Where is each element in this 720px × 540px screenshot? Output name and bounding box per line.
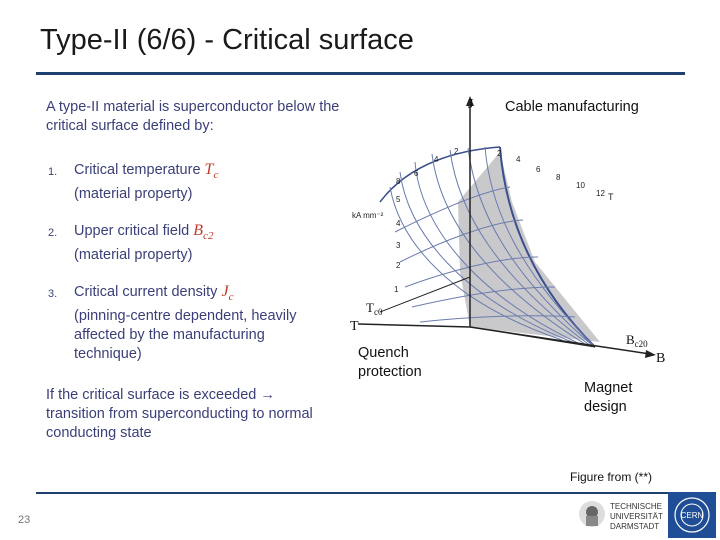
svg-text:3: 3 xyxy=(396,241,401,250)
svg-text:2: 2 xyxy=(396,261,401,270)
svg-text:6: 6 xyxy=(414,169,419,178)
j-unit-label: kA mm⁻² xyxy=(352,211,384,220)
j-axis-arrow xyxy=(466,96,474,106)
title-underline xyxy=(36,72,685,75)
svg-text:8: 8 xyxy=(556,173,561,182)
svg-text:10: 10 xyxy=(576,181,585,190)
page-number: 23 xyxy=(18,514,31,526)
label-bc20: Bc20 xyxy=(626,332,648,349)
conclusion-text: If the critical surface is exceeded → tr… xyxy=(46,387,313,441)
svg-text:UNIVERSITÄT: UNIVERSITÄT xyxy=(610,512,663,521)
label-tc0: Tc0 xyxy=(366,300,383,317)
callout-magnet-design: Magnet design xyxy=(584,380,633,415)
j-tick-labels: 1 2 3 4 5 xyxy=(394,195,401,294)
list-number-1: 1. xyxy=(48,166,58,178)
list-item-2-label: Upper critical field xyxy=(74,223,190,239)
tu-darmstadt-logo: TECHNISCHE UNIVERSITÄT DARMSTADT xyxy=(579,501,663,531)
symbol-jc: Jc xyxy=(221,283,234,304)
svg-text:5: 5 xyxy=(396,195,401,204)
intro-text: A type-II material is superconductor bel… xyxy=(46,99,340,134)
svg-text:8: 8 xyxy=(396,177,401,186)
cern-logo: CERN xyxy=(668,492,716,538)
list-item-2-note: (material property) xyxy=(74,247,193,264)
cern-logo-bg xyxy=(668,492,716,538)
callout-cable-manufacturing: Cable manufacturing xyxy=(505,99,639,115)
list-item-3: Critical current density Jc (pinning-cen… xyxy=(74,282,324,364)
svg-text:12: 12 xyxy=(596,189,605,198)
svg-text:DARMSTADT: DARMSTADT xyxy=(610,522,659,531)
list-number-3: 3. xyxy=(48,288,58,300)
surface-grid xyxy=(389,146,596,348)
list-item-3-note: (pinning-centre dependent, heavily affec… xyxy=(74,308,297,363)
list-number-2: 2. xyxy=(48,227,58,239)
slide-title: Type-II (6/6) - Critical surface xyxy=(40,24,414,56)
footer-rule xyxy=(36,492,685,494)
b-axis-arrow xyxy=(645,350,656,358)
surface-shade xyxy=(458,152,600,342)
t-tick-labels: 2 4 6 8 xyxy=(396,147,459,186)
list-item-2: Upper critical field Bc2 (material prope… xyxy=(74,221,334,265)
list-item-1-note: (material property) xyxy=(74,186,193,203)
bc20-leader xyxy=(469,326,596,348)
cern-ring-outer xyxy=(674,497,710,533)
list-item-1: Critical temperature Tc (material proper… xyxy=(74,160,334,204)
list-item-3-label: Critical current density xyxy=(74,284,218,300)
t-axis xyxy=(357,323,471,328)
axis-label-b: B xyxy=(656,351,665,366)
svg-text:6: 6 xyxy=(536,165,541,174)
symbol-tc: Tc xyxy=(204,161,219,182)
tud-wordmark: TECHNISCHE UNIVERSITÄT DARMSTADT xyxy=(610,502,663,531)
axis-label-t: T xyxy=(350,319,359,334)
b-tick-labels: 2 4 6 8 10 12 xyxy=(497,149,605,198)
svg-text:4: 4 xyxy=(396,219,401,228)
athene-icon xyxy=(579,501,605,527)
svg-text:TECHNISCHE: TECHNISCHE xyxy=(610,502,662,511)
svg-text:1: 1 xyxy=(394,285,399,294)
critical-surface-figure: J T B Tc0 Bc20 kA mm⁻² T 2 4 6 8 10 12 1… xyxy=(350,96,665,366)
cern-wordmark: CERN xyxy=(681,511,704,520)
symbol-bc2: Bc2 xyxy=(193,222,214,243)
list-item-1-label: Critical temperature xyxy=(74,162,201,178)
callout-quench-protection: Quench protection xyxy=(358,345,422,380)
svg-text:2: 2 xyxy=(497,149,502,158)
svg-text:4: 4 xyxy=(516,155,521,164)
svg-text:2: 2 xyxy=(454,147,459,156)
axis-label-j: J xyxy=(468,97,474,112)
figure-credit: Figure from (**) xyxy=(570,470,653,484)
b-unit-label: T xyxy=(608,192,614,202)
surface-edge-jb xyxy=(499,146,596,348)
tc0-leader xyxy=(379,276,471,313)
svg-text:4: 4 xyxy=(434,155,439,164)
cern-ring-inner xyxy=(680,503,704,527)
